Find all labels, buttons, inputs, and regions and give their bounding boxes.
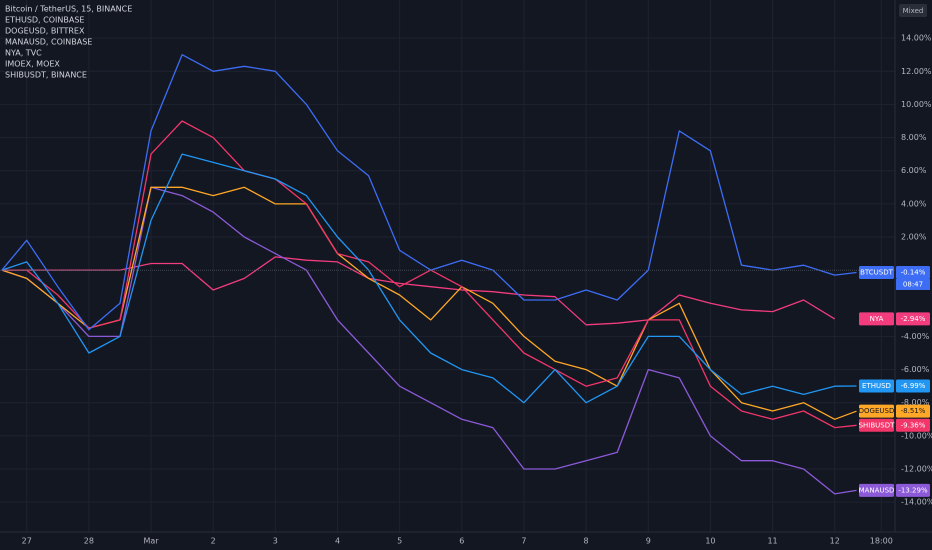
x-tick-label: 4 xyxy=(335,537,340,546)
series-line xyxy=(1,186,857,420)
y-tick-label: 6.00% xyxy=(901,166,927,175)
y-tick-label: 14.00% xyxy=(901,34,932,43)
x-tick-label: 5 xyxy=(397,537,402,546)
tag-name: DOGEUSD xyxy=(859,407,895,415)
countdown-bg xyxy=(896,278,930,290)
legend: Bitcoin / TetherUS, 15, BINANCE ETHUSD, C… xyxy=(5,5,132,80)
y-tick-label: -14.00% xyxy=(901,498,932,507)
x-tick-label: 8 xyxy=(584,537,589,546)
tag-value: -0.14% xyxy=(901,268,926,276)
legend-entry: NYA, TVC xyxy=(5,49,42,58)
x-tick-label: 7 xyxy=(521,537,526,546)
tag-value: -8.51% xyxy=(901,407,926,415)
x-tick-label: 3 xyxy=(273,537,278,546)
tag-value: -6.99% xyxy=(901,382,926,390)
x-tick-label: 2 xyxy=(211,537,216,546)
y-tick-label: 12.00% xyxy=(901,67,932,76)
tag-value-bg xyxy=(896,483,930,497)
y-tick-label: 8.00% xyxy=(901,133,927,142)
tag-name-bg xyxy=(859,483,894,497)
tag-value: -13.29% xyxy=(898,486,928,494)
legend-entry: MANAUSD, COINBASE xyxy=(5,38,92,47)
legend-entry: IMOEX, MOEX xyxy=(5,60,60,69)
countdown: 08:47 xyxy=(903,280,923,288)
tag-value: -9.36% xyxy=(901,421,926,429)
lines xyxy=(0,54,895,495)
grid xyxy=(0,0,895,532)
tag-name: SHIBUSDT xyxy=(859,421,896,429)
legend-entry: Bitcoin / TetherUS, 15, BINANCE xyxy=(5,5,132,14)
tag-name: MANAUSD xyxy=(859,486,895,494)
tag-name: BTCUSDT xyxy=(860,268,894,276)
x-tick-label: Mar xyxy=(143,537,159,546)
series-line xyxy=(1,186,857,495)
x-tick-label: 10 xyxy=(705,537,715,546)
tag-name-bg xyxy=(859,312,894,326)
tags: NYA -2.94% MANAUSD -13.29% DOGEUSD -8.51% SHIB… xyxy=(859,265,930,497)
tag-name-bg xyxy=(859,418,894,432)
legend-entry: SHIBUSDT, BINANCE xyxy=(5,71,87,80)
x-tick-label: 27 xyxy=(22,537,32,546)
y-tick-label: -8.00% xyxy=(901,398,930,407)
tag-name: NYA xyxy=(870,315,884,323)
x-tick-label: 28 xyxy=(84,537,94,546)
x-tick-label: 18:00 xyxy=(870,537,893,546)
tag-value-bg xyxy=(896,404,930,418)
series-line xyxy=(1,153,857,404)
tag-value-bg xyxy=(896,265,930,279)
tag-value-bg xyxy=(896,379,930,393)
tag-value-bg xyxy=(896,312,930,326)
x-tick-label: 9 xyxy=(646,537,651,546)
tag-name-bg xyxy=(859,404,894,418)
axes: 14.00% 12.00% 10.00% 8.00% 6.00% 4.00% 2.00% -4… xyxy=(22,34,932,546)
tag-name-bg xyxy=(859,379,894,393)
tag-value: -2.94% xyxy=(901,315,926,323)
y-tick-label: -6.00% xyxy=(901,365,930,374)
y-tick-label: -10.00% xyxy=(901,431,932,440)
tag-value-bg xyxy=(896,418,930,432)
y-tick-label: 10.00% xyxy=(901,100,932,109)
y-tick-label: 4.00% xyxy=(901,199,927,208)
legend-entry: DOGEUSD, BITTREX xyxy=(5,27,85,36)
x-tick-label: 11 xyxy=(767,537,777,546)
tag-name-bg xyxy=(859,265,894,279)
mode-button[interactable]: Mixed xyxy=(903,7,924,15)
x-tick-label: 6 xyxy=(459,537,464,546)
tag-name: ETHUSD xyxy=(862,382,891,390)
mode-button-bg[interactable] xyxy=(899,4,927,17)
series-line xyxy=(1,256,836,326)
y-tick-label: -12.00% xyxy=(901,465,932,474)
legend-entry: ETHUSD, COINBASE xyxy=(5,16,84,25)
y-tick-label: -4.00% xyxy=(901,332,930,341)
x-tick-label: 12 xyxy=(830,537,840,546)
y-tick-label: 2.00% xyxy=(901,232,927,241)
